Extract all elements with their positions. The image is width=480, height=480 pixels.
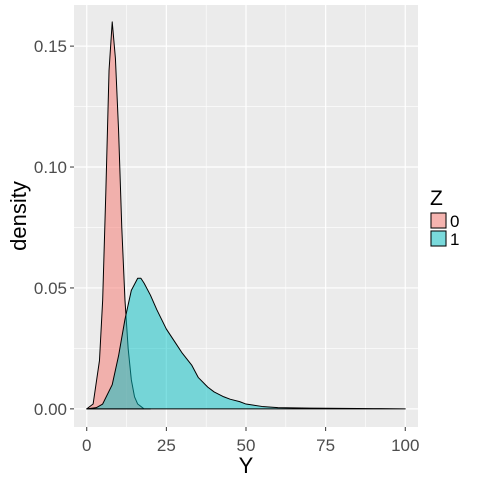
y-tick-label: 0.05 <box>34 279 67 298</box>
y-tick-label: 0.00 <box>34 400 67 419</box>
x-tick-label: 100 <box>391 436 419 455</box>
legend-title: Z <box>430 187 443 210</box>
x-axis-title: Y <box>239 453 254 478</box>
x-tick-label: 50 <box>237 436 256 455</box>
legend-items: 01 <box>430 212 459 249</box>
x-tick-label: 25 <box>157 436 176 455</box>
axis-ticks: 0 25 50 75 100 0.00 0.05 0.10 0.15 <box>34 37 420 455</box>
x-tick-label: 0 <box>82 436 91 455</box>
legend-label-0: 0 <box>450 212 459 231</box>
legend-swatch-0 <box>430 212 447 229</box>
density-areas <box>86 21 406 410</box>
y-axis-title: density <box>6 181 31 251</box>
density-area-1 <box>86 277 406 410</box>
y-tick-label: 0.15 <box>34 37 67 56</box>
legend-swatch-1 <box>430 230 447 247</box>
y-tick-label: 0.10 <box>34 158 67 177</box>
legend: Z 01 <box>430 187 459 249</box>
x-tick-label: 75 <box>316 436 335 455</box>
legend-label-1: 1 <box>450 230 459 249</box>
